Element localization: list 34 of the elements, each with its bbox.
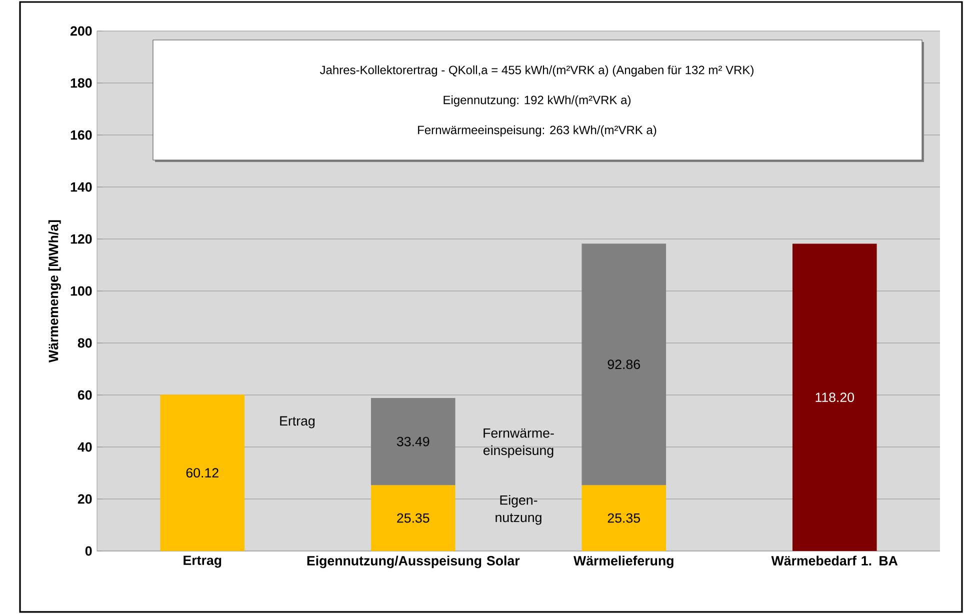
y-tick-label: 120: [70, 234, 92, 244]
x-tick-label: Eigennutzung/Ausspeisung Solar: [307, 556, 520, 568]
y-tick-label: 180: [70, 78, 92, 88]
data-label: 33.49: [396, 436, 430, 446]
annotation: Fernwärme-einspeisung: [483, 428, 554, 458]
data-label: 25.35: [397, 513, 430, 523]
bar: [370, 398, 456, 486]
bar: [370, 485, 456, 551]
data-label: 25.35: [608, 513, 640, 523]
y-tick-label: 80: [78, 338, 92, 348]
data-label: 118.20: [816, 392, 854, 402]
bar: [160, 394, 245, 551]
y-tick-label: 160: [70, 130, 92, 140]
x-tick-label: Wärmebedarf 1. BA: [771, 556, 898, 566]
annotation: Eigennutzung: 192 kWh/(m²VRK a): [444, 95, 631, 107]
y-tick-label: 20: [78, 494, 92, 504]
y-tick-label: 0: [85, 546, 92, 556]
data-label: 92.86: [608, 360, 640, 370]
y-tick-label: 60: [78, 390, 92, 400]
x-tick-label: Ertrag: [184, 556, 222, 568]
y-tick-label: 140: [70, 182, 92, 192]
y-tick-label: 200: [70, 26, 92, 36]
annotation: Ertrag: [280, 416, 315, 428]
annotation: Jahres-Kollektorertrag - QKoll,a = 455 kWh/(m²VRK a) (Angaben für 132 m² VRK): [320, 65, 754, 77]
x-tick-label: Wärmelieferung: [574, 556, 674, 568]
data-label: 60.12: [186, 468, 218, 478]
bar: [792, 244, 877, 551]
bar: [582, 485, 666, 551]
y-tick-label: 40: [78, 442, 92, 452]
annotation: Fernwärmeeinspeisung: 263 kWh/(m²VRK a): [418, 125, 656, 137]
bar: [582, 244, 666, 486]
annotation: Eigen-nutzung: [496, 495, 542, 525]
y-tick-label: 100: [70, 286, 92, 296]
y-axis-title: Wärmemenge [MWh/a]: [48, 220, 61, 362]
